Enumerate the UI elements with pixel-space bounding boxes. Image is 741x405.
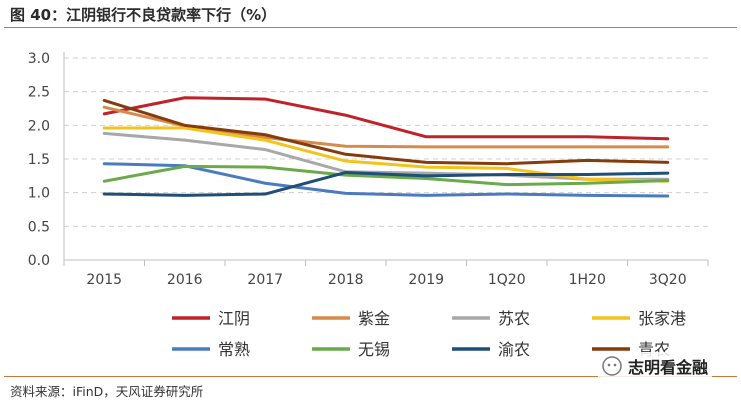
- y-tick-label: 2.5: [28, 85, 50, 101]
- axes: [63, 52, 709, 266]
- y-tick-label: 2.0: [28, 118, 50, 134]
- chart-title: 图 40：江阴银行不良贷款率下行（%）: [10, 6, 277, 24]
- legend-label: 苏农: [498, 309, 530, 328]
- x-tick-label: 1Q20: [488, 272, 526, 288]
- x-tick-label: 2018: [328, 272, 364, 288]
- series-line-青农: [102, 98, 670, 166]
- y-tick-label: 3.0: [28, 51, 50, 67]
- legend-label: 渝农: [498, 340, 530, 359]
- legend-label: 无锡: [358, 340, 390, 359]
- watermark: 志明看金融: [598, 352, 713, 380]
- x-tick-label: 1H20: [569, 272, 606, 288]
- y-tick-labels: 0.0 0.5 1.0 1.5 2.0 2.5 3.0: [28, 51, 50, 269]
- x-tick-label: 2019: [408, 272, 444, 288]
- wechat-icon: [602, 356, 622, 376]
- x-tick-label: 3Q20: [649, 272, 687, 288]
- x-tick-label: 2017: [247, 272, 283, 288]
- watermark-text: 志明看金融: [628, 358, 709, 377]
- y-tick-label: 1.0: [28, 186, 50, 202]
- y-tick-label: 0.0: [28, 253, 50, 269]
- legend-label: 常熟: [218, 340, 250, 359]
- series-line-常熟: [102, 162, 670, 198]
- series-line-苏农: [102, 131, 670, 181]
- series-line-渝农: [102, 170, 670, 197]
- title-divider: [4, 27, 737, 28]
- line-chart: 0.00.51.01.52.02.53.0 2015 2016 2017 2018 20…: [28, 51, 709, 359]
- x-tick-labels: 2015 2016 2017 2018 2019 1Q20 1H20 3Q20: [86, 272, 686, 288]
- source-note: 资料来源：iFinD，天风证券研究所: [10, 384, 204, 399]
- y-tick-label: 0.5: [28, 219, 50, 235]
- series-line-江阴: [102, 96, 670, 141]
- legend-label: 张家港: [638, 309, 686, 328]
- legend-label: 紫金: [358, 309, 390, 328]
- y-tick-label: 1.5: [28, 152, 50, 168]
- x-tick-label: 2015: [86, 272, 122, 288]
- footer-divider: [4, 376, 737, 377]
- series-line-张家港: [102, 126, 670, 183]
- legend-label: 江阴: [218, 309, 250, 328]
- series-line-无锡: [102, 164, 670, 187]
- series-lines: [102, 96, 670, 198]
- x-tick-label: 2016: [167, 272, 203, 288]
- grid-lines: [64, 57, 708, 227]
